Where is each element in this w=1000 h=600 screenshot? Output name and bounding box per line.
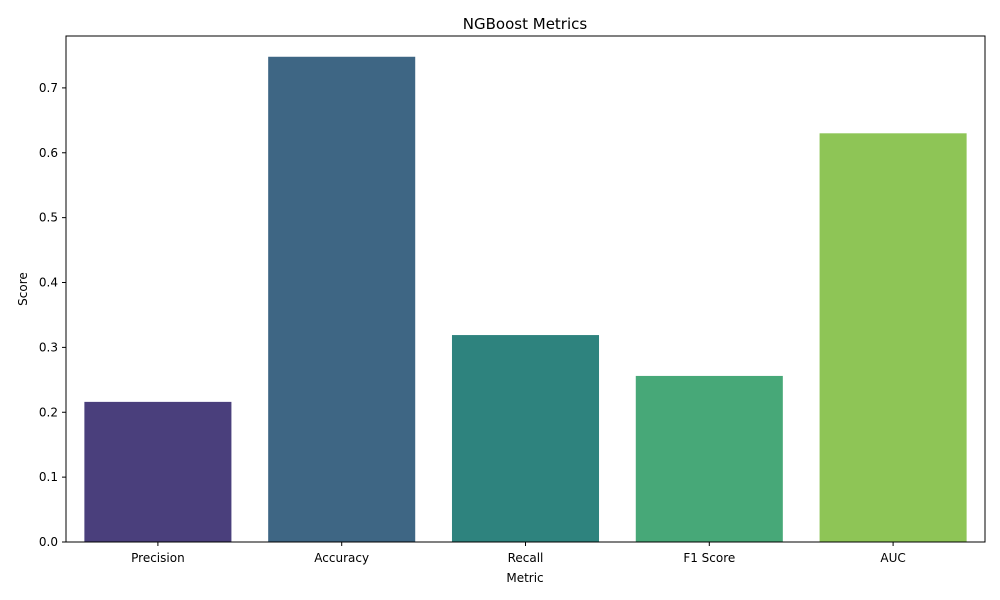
x-tick-label: Recall xyxy=(508,551,544,565)
y-tick-label: 0.0 xyxy=(39,535,58,549)
y-tick-label: 0.4 xyxy=(39,276,58,290)
y-tick-label: 0.3 xyxy=(39,340,58,354)
y-tick-label: 0.6 xyxy=(39,146,58,160)
bar xyxy=(84,401,232,542)
bar xyxy=(819,133,967,543)
y-axis-label: Score xyxy=(16,272,30,306)
bar xyxy=(268,56,416,543)
y-tick-label: 0.2 xyxy=(39,405,58,419)
plot-frame xyxy=(65,35,986,543)
chart-title: NGBoost Metrics xyxy=(463,15,588,33)
x-tick-label: AUC xyxy=(880,551,905,565)
x-tick-label: F1 Score xyxy=(683,551,735,565)
y-tick-label: 0.5 xyxy=(39,211,58,225)
y-tick-label: 0.7 xyxy=(39,81,58,95)
y-tick-label: 0.1 xyxy=(39,470,58,484)
plot-area: Precision Accuracy Recall F1 Score AUC 0.0 0.1… xyxy=(39,56,967,565)
bar xyxy=(451,335,600,542)
bar xyxy=(635,375,783,542)
x-axis-label: Metric xyxy=(506,571,543,585)
x-tick-label: Accuracy xyxy=(314,551,369,565)
x-tick-label: Precision xyxy=(131,551,185,565)
